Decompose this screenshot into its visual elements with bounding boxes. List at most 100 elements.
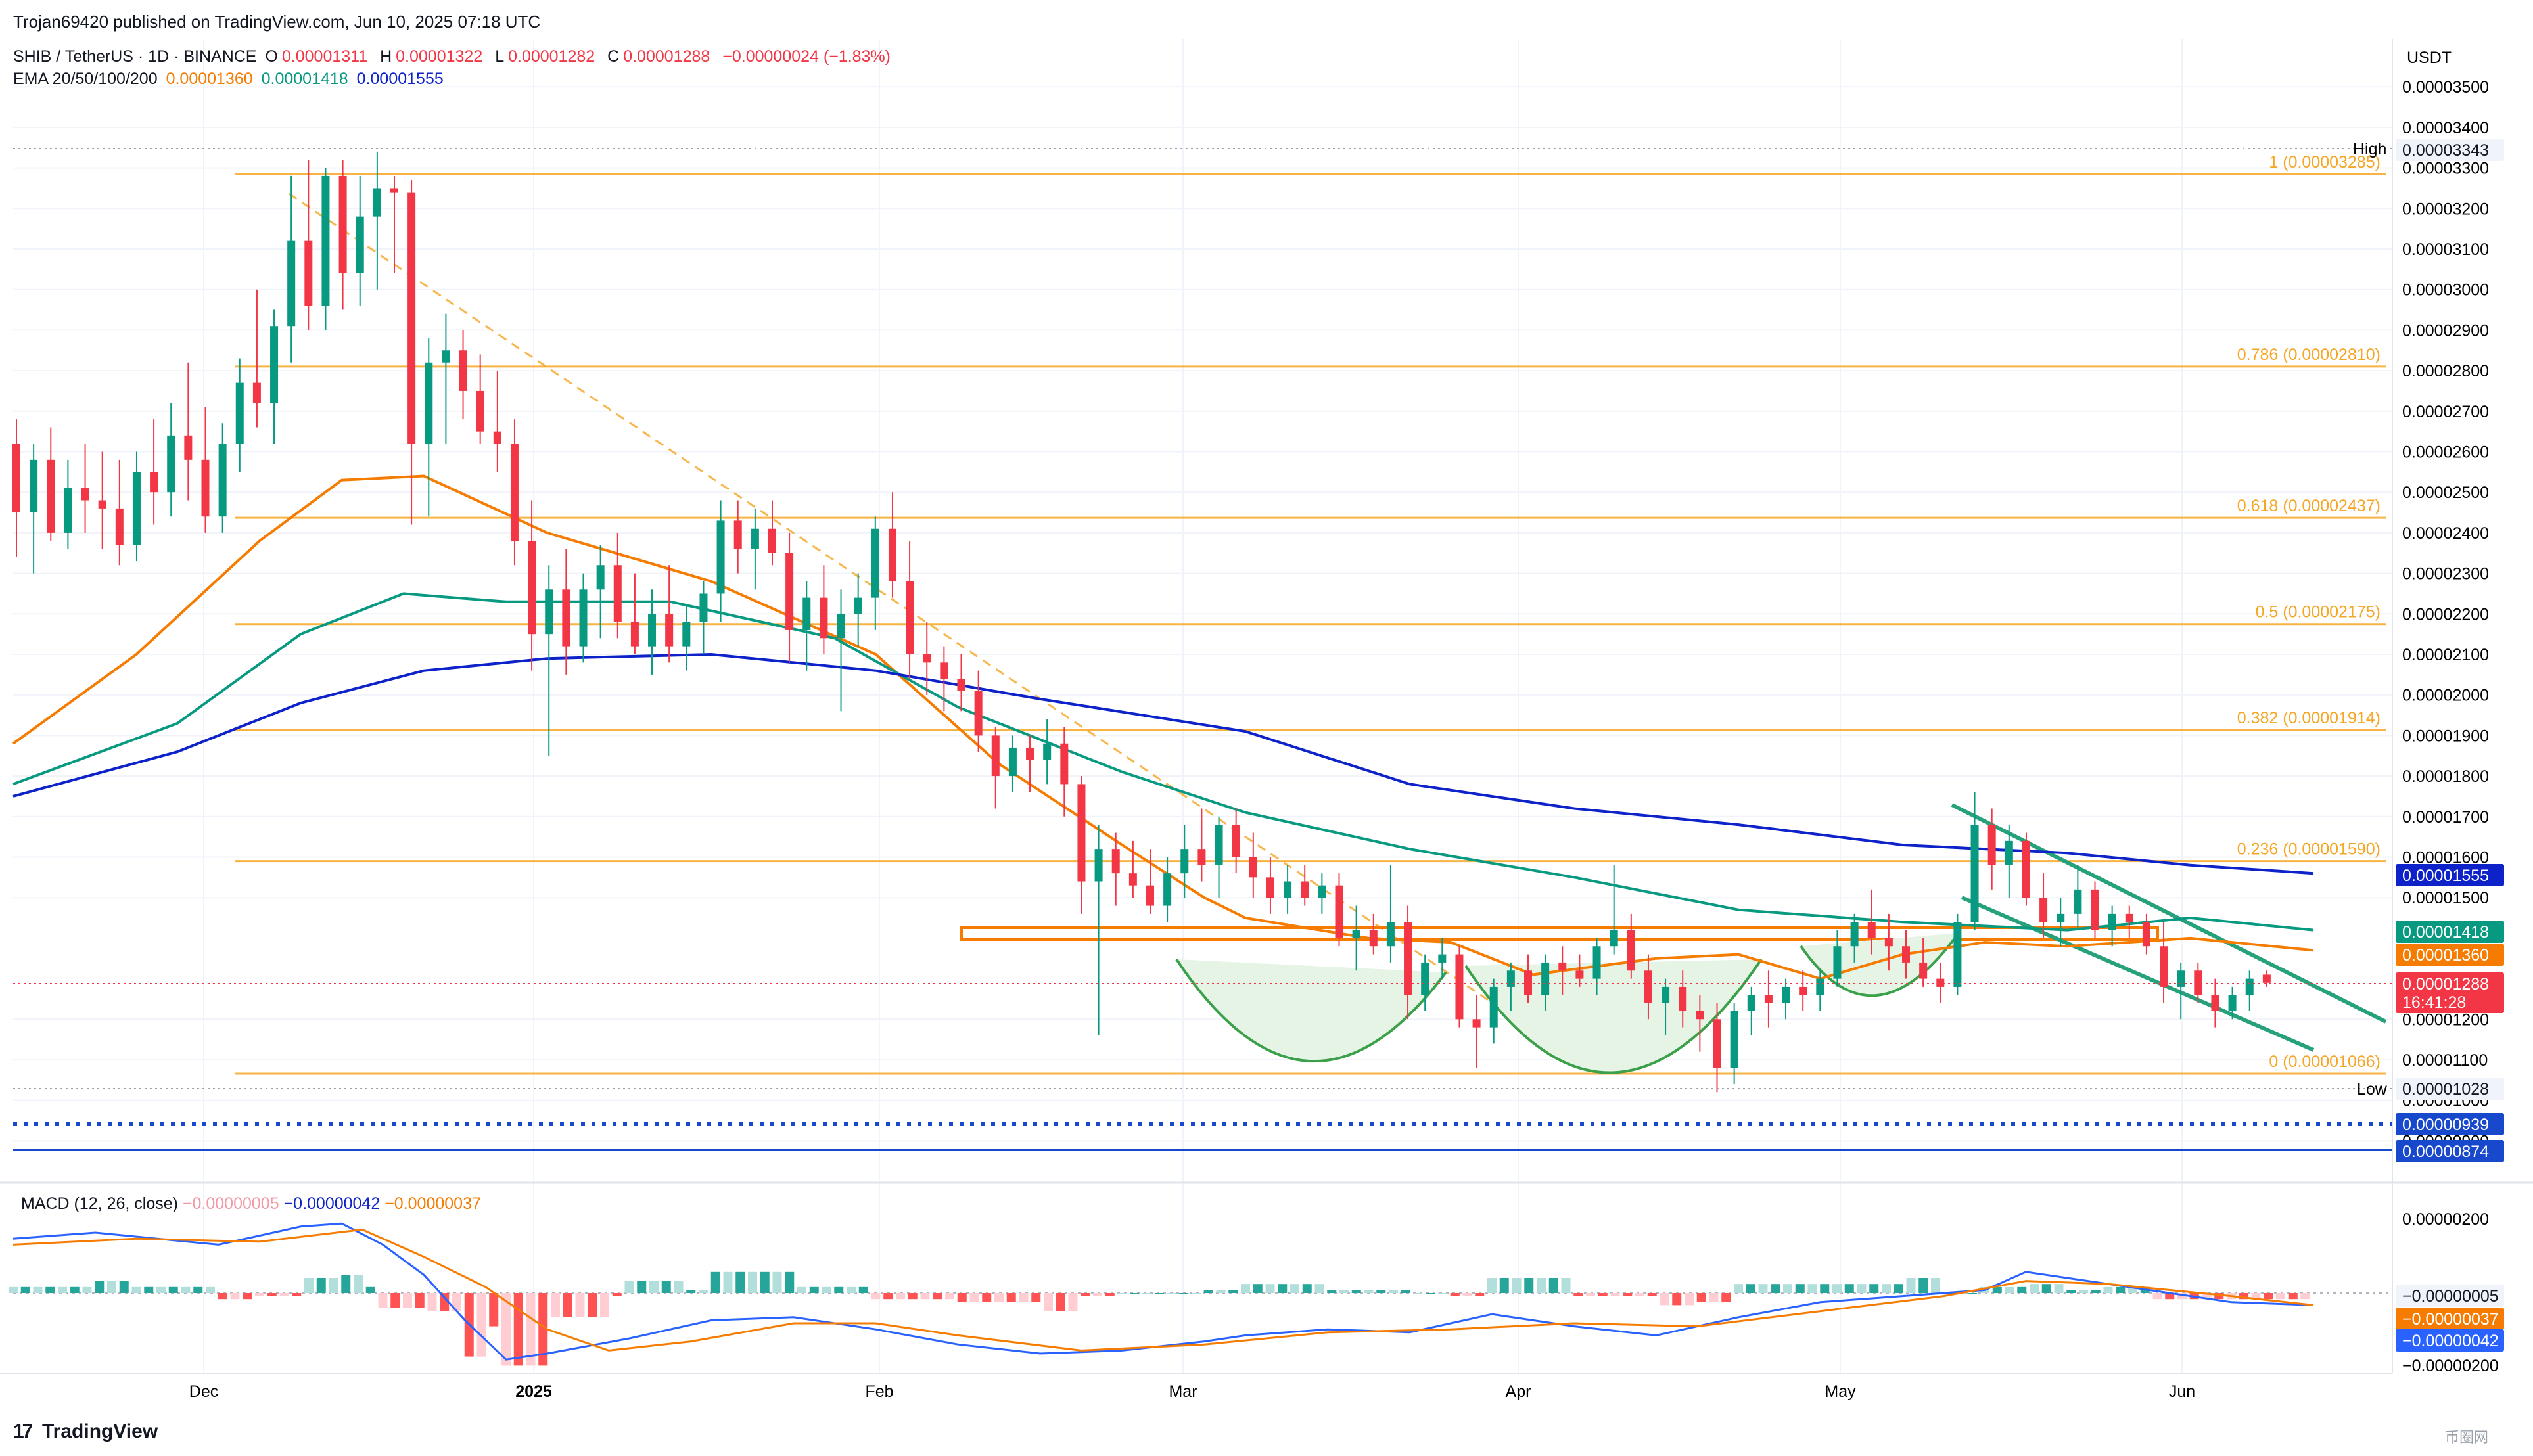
macd-histogram-bar [1056, 1293, 1065, 1311]
macd-histogram-bar [1302, 1284, 1312, 1293]
macd-histogram-bar [2005, 1286, 2014, 1293]
candle-body [218, 444, 227, 517]
macd-histogram-bar [957, 1293, 967, 1302]
macd-histogram-bar [1253, 1284, 1263, 1293]
macd-histogram-bar [933, 1293, 942, 1300]
ema50-badge-bg [2396, 921, 2504, 943]
candle-body [287, 240, 296, 327]
macd-histogram-bar [45, 1286, 55, 1293]
price-tick-label: 0.00001600 [2402, 848, 2489, 867]
ohlc-open: O 0.00001311 [265, 47, 368, 66]
macd-histogram-bar [871, 1293, 881, 1300]
time-tick-label: 2025 [515, 1382, 552, 1401]
candle-body [98, 500, 106, 509]
macd-histogram-bar [267, 1293, 277, 1296]
candle-body [1128, 873, 1137, 886]
candle-body [1163, 873, 1172, 906]
candle-body [407, 192, 416, 444]
macd-histogram-bar [82, 1286, 92, 1293]
macd-legend[interactable]: MACD (12, 26, close) −0.00000005 −0.0000… [21, 1194, 481, 1214]
macd-histogram-bar [1278, 1284, 1288, 1293]
macd-histogram-bar [1598, 1293, 1608, 1296]
candle-body [1919, 962, 1928, 979]
chart-annotations [289, 193, 2387, 1074]
macd-histogram-bar [1117, 1293, 1127, 1294]
macd-histogram-bar [994, 1293, 1004, 1302]
candle-body [493, 431, 501, 444]
macd-histogram-bar [218, 1293, 227, 1300]
candle-body [2057, 913, 2065, 922]
low-label: Low [2357, 1080, 2388, 1099]
macd-histogram-bar [1413, 1293, 1423, 1294]
symbol-name[interactable]: SHIB / TetherUS · 1D · BINANCE [13, 47, 257, 66]
macd-histogram-bar [723, 1271, 733, 1293]
ema-legend[interactable]: EMA 20/50/100/200 0.00001360 0.00001418 … [13, 70, 448, 89]
ohlc-close: C 0.00001288 [607, 47, 710, 66]
candle-body [1884, 938, 1893, 947]
ema20-value: 0.00001360 [166, 70, 253, 88]
macd-histogram-bar [1450, 1293, 1460, 1296]
candle-body [716, 520, 725, 594]
macd-tick-label: −0.00000200 [2402, 1357, 2499, 1375]
price-tick-label: 0.00002700 [2402, 403, 2489, 421]
macd-histogram-bar [2214, 1293, 2224, 1300]
candle-body [1301, 881, 1309, 898]
candle-body [2125, 913, 2133, 922]
macd-histogram-bar [858, 1286, 868, 1293]
macd-histogram-bar [2165, 1293, 2175, 1300]
candle-body [1747, 995, 1755, 1011]
candle-body [2245, 978, 2254, 995]
macd-pane [9, 1222, 2392, 1366]
candle-body [1730, 1011, 1738, 1068]
macd-histogram-bar [2239, 1293, 2248, 1300]
price-tick-label: 0.00002400 [2402, 524, 2489, 543]
candle-body [923, 654, 931, 663]
candle-body [2074, 889, 2082, 914]
macd-histogram-bar [2103, 1286, 2113, 1293]
macd-label[interactable]: MACD (12, 26, close) [21, 1194, 178, 1213]
candle-body [2160, 946, 2168, 987]
macd-histogram-bar [1401, 1290, 1410, 1293]
macd-histogram-bar [476, 1293, 486, 1357]
candle-body [1679, 986, 1687, 1011]
candle-body [1850, 922, 1859, 947]
candle-body [1696, 1011, 1704, 1020]
macd-histogram-bar [526, 1293, 536, 1366]
macd-histogram-bar [1771, 1284, 1780, 1293]
symbol-legend[interactable]: SHIB / TetherUS · 1D · BINANCE O 0.000013… [13, 47, 895, 66]
macd-histogram-bar [144, 1286, 154, 1293]
ema50-value: 0.00001418 [261, 70, 348, 88]
candle-body [1936, 978, 1945, 987]
price-tick-label: 0.00002300 [2402, 565, 2489, 583]
candle-body [940, 662, 948, 679]
macd-histogram-bar [1783, 1284, 1792, 1293]
macd-histogram-bar [1068, 1293, 1078, 1311]
candle-body [528, 541, 536, 635]
macd-histogram-bar [1512, 1278, 1522, 1293]
macd-histogram-bar [1696, 1293, 1706, 1302]
ema100-line [12, 652, 2314, 875]
macd-histogram-bar [365, 1286, 375, 1293]
ema-label[interactable]: EMA 20/50/100/200 [13, 70, 158, 88]
candle-body [1524, 970, 1532, 995]
macd-histogram-bar [2202, 1293, 2212, 1300]
macd-histogram-bar [452, 1293, 461, 1311]
macd-histogram-bar [255, 1293, 264, 1296]
price-tick-label: 0.00002000 [2402, 687, 2489, 705]
tradingview-logo[interactable]: 17 TradingView [13, 1421, 158, 1442]
macd-histogram-bar [329, 1278, 338, 1293]
dotted-level-badge-bg [2396, 1113, 2504, 1135]
macd-histogram-bar [378, 1293, 388, 1308]
cup-pattern-2-curve [1464, 958, 1763, 1074]
cup-pattern-2 [1466, 959, 1761, 1073]
countdown-badge: 16:41:28 [2402, 993, 2466, 1012]
ohlc-low: L 0.00001282 [495, 47, 595, 66]
candle-body [888, 528, 896, 581]
candle-body [1318, 885, 1326, 898]
macd-histogram-bar [2300, 1293, 2310, 1300]
solid-level-badge-bg [2396, 1140, 2504, 1162]
macd-histogram-bar [1216, 1290, 1226, 1293]
price-tick-label: 0.00003300 [2402, 160, 2489, 178]
macd-histogram-bar [797, 1286, 806, 1293]
